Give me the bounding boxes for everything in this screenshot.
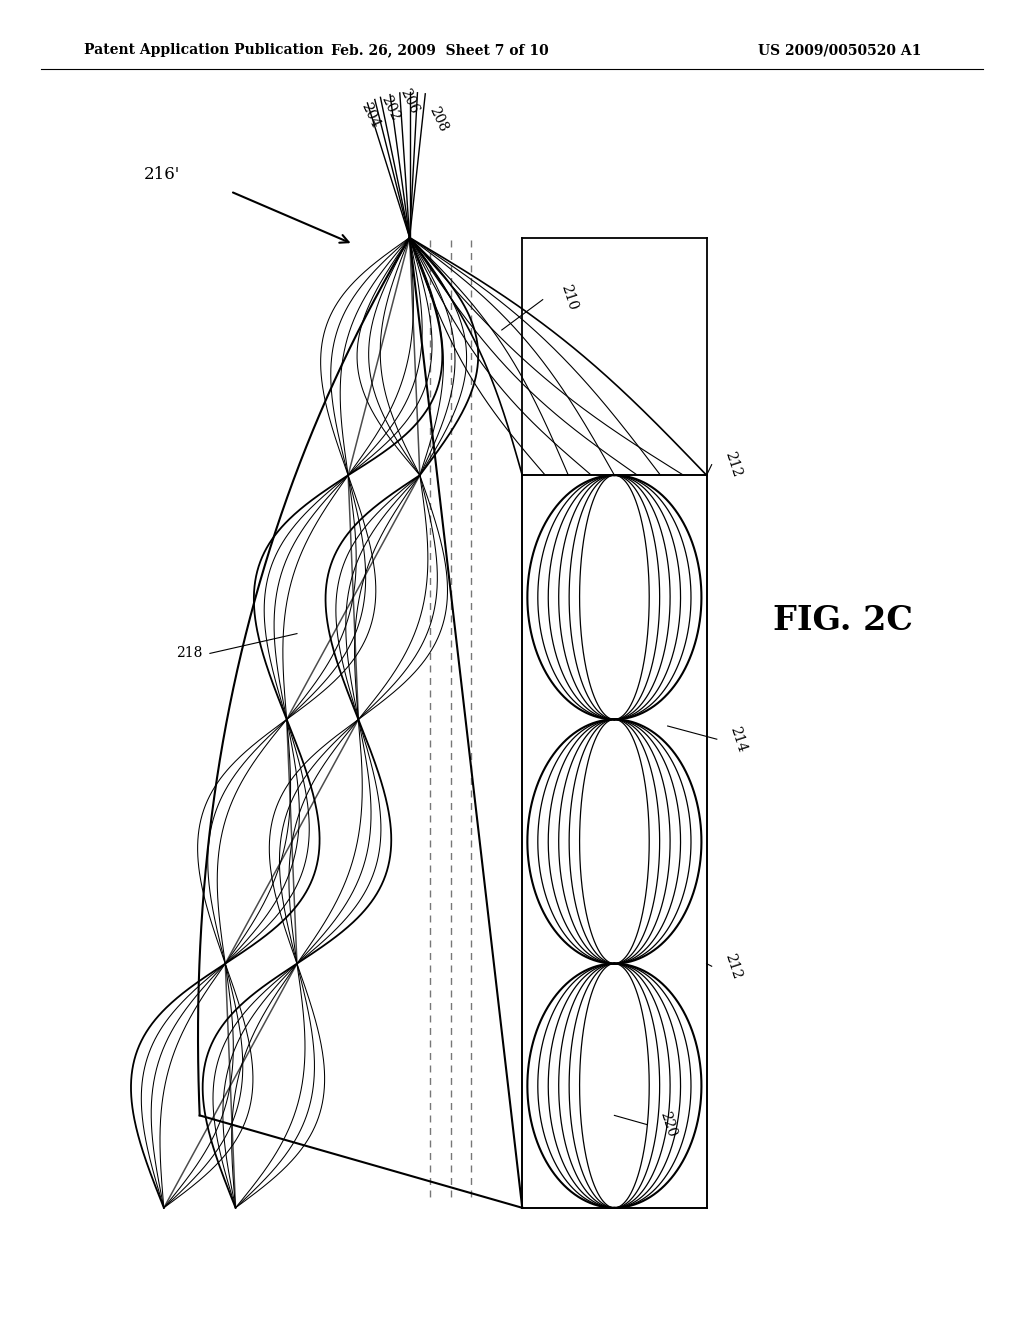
Text: 214: 214 [727, 725, 749, 754]
Text: FIG. 2C: FIG. 2C [773, 605, 913, 636]
Text: 206: 206 [397, 87, 422, 116]
Text: 216': 216' [143, 166, 180, 182]
Text: 212: 212 [722, 952, 743, 981]
Text: 204: 204 [358, 100, 383, 129]
Text: 208: 208 [426, 104, 451, 133]
Text: Feb. 26, 2009  Sheet 7 of 10: Feb. 26, 2009 Sheet 7 of 10 [332, 44, 549, 57]
Text: 218: 218 [176, 647, 203, 660]
Text: US 2009/0050520 A1: US 2009/0050520 A1 [758, 44, 922, 57]
Text: Patent Application Publication: Patent Application Publication [84, 44, 324, 57]
Text: 202: 202 [378, 94, 402, 123]
Text: 212: 212 [722, 450, 743, 479]
Text: 210: 210 [558, 282, 580, 312]
Text: 220: 220 [657, 1110, 679, 1139]
